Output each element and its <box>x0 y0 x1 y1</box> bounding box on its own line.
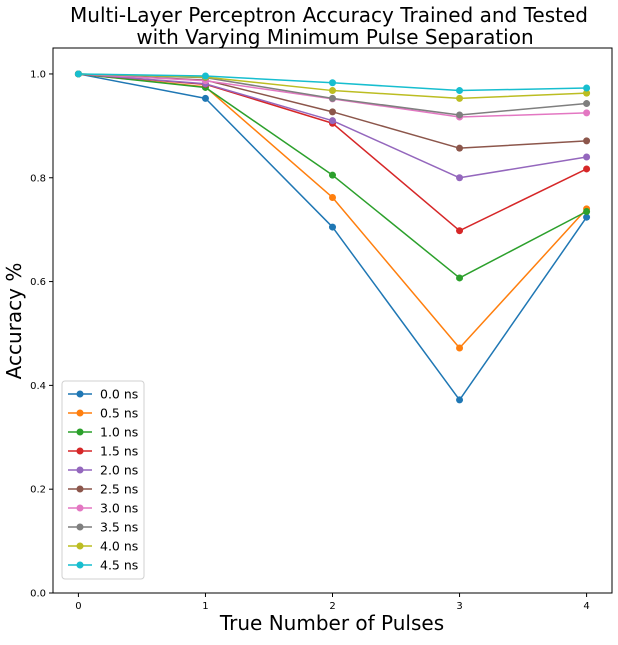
legend-label: 4.5 ns <box>100 558 138 573</box>
data-point <box>329 223 336 231</box>
data-point <box>74 70 82 78</box>
legend-swatch-marker <box>76 523 84 531</box>
legend-label: 1.0 ns <box>100 425 138 440</box>
legend-swatch-marker <box>76 466 84 474</box>
x-tick-label: 3 <box>456 601 462 612</box>
legend-swatch-marker <box>76 561 84 569</box>
legend-entry: 0.0 ns <box>68 387 138 402</box>
x-tick-label: 1 <box>202 601 208 612</box>
y-tick-label: 0.0 <box>30 589 46 600</box>
data-point <box>583 165 591 173</box>
legend-swatch-marker <box>76 542 84 550</box>
legend-label: 2.0 ns <box>100 463 138 478</box>
legend-swatch-marker <box>76 409 84 417</box>
data-point <box>456 94 464 102</box>
y-tick-label: 0.2 <box>30 485 46 496</box>
legend-swatch-marker <box>76 428 84 436</box>
data-point <box>456 144 464 152</box>
data-point <box>329 193 336 201</box>
data-point <box>329 94 336 102</box>
series-4-5-ns <box>74 70 591 95</box>
legend-label: 4.0 ns <box>100 539 138 554</box>
data-point <box>456 274 464 282</box>
legend-label: 0.5 ns <box>100 406 138 421</box>
data-point <box>583 84 591 92</box>
data-point <box>201 72 209 80</box>
legend: 0.0 ns 0.5 ns 1.0 ns 1.5 ns 2.0 ns 2.5 ns 3.0 … <box>61 380 145 580</box>
legend-label: 1.5 ns <box>100 444 138 459</box>
legend-entry: 3.5 ns <box>68 520 138 535</box>
legend-entry: 1.5 ns <box>68 444 138 459</box>
data-point <box>456 111 464 119</box>
data-point <box>456 87 464 95</box>
data-point <box>583 213 591 221</box>
y-tick-label: 1.0 <box>30 69 46 80</box>
legend-entry: 3.0 ns <box>68 501 138 516</box>
legend-entry: 0.5 ns <box>68 406 138 421</box>
data-point <box>583 208 591 215</box>
y-axis-label: Accuracy % <box>2 263 26 380</box>
data-point <box>329 79 336 87</box>
data-point <box>329 87 336 95</box>
x-tick-label: 0 <box>75 601 81 612</box>
data-point <box>583 109 591 117</box>
data-point <box>456 227 464 235</box>
legend-label: 0.0 ns <box>100 387 138 402</box>
legend-entry: 4.0 ns <box>68 539 138 554</box>
legend-entry: 2.5 ns <box>68 482 138 497</box>
data-point <box>583 153 591 161</box>
data-point <box>456 396 464 404</box>
plot-area <box>74 70 591 404</box>
legend-entry: 4.5 ns <box>68 558 138 573</box>
axes: 0 1 2 3 4 0.0 0.2 0.4 0.6 0.8 1.0 <box>30 69 590 612</box>
legend-entry: 2.0 ns <box>68 463 138 478</box>
chart-title-line-1: Multi-Layer Perceptron Accuracy Trained … <box>70 3 588 27</box>
legend-label: 3.0 ns <box>100 501 138 516</box>
legend-swatch-marker <box>76 390 84 398</box>
data-point <box>456 344 464 352</box>
legend-label: 2.5 ns <box>100 482 138 497</box>
data-point <box>456 174 464 182</box>
legend-label: 3.5 ns <box>100 520 138 535</box>
legend-swatch-marker <box>76 504 84 512</box>
data-point <box>201 94 209 102</box>
data-point <box>329 171 336 179</box>
data-point <box>329 108 336 116</box>
data-point <box>583 89 591 97</box>
y-tick-label: 0.4 <box>30 381 46 392</box>
y-tick-label: 0.8 <box>30 173 46 184</box>
legend-entry: 1.0 ns <box>68 425 138 440</box>
data-point <box>583 137 591 145</box>
y-tick-label: 0.6 <box>30 277 46 288</box>
legend-swatch-marker <box>76 447 84 455</box>
data-point <box>583 100 591 108</box>
x-tick-label: 4 <box>583 601 589 612</box>
legend-swatch-marker <box>76 485 84 493</box>
data-point <box>329 117 336 125</box>
chart-title-line-2: with Varying Minimum Pulse Separation <box>136 25 533 49</box>
x-tick-label: 2 <box>329 601 335 612</box>
x-axis-label: True Number of Pulses <box>219 611 444 635</box>
